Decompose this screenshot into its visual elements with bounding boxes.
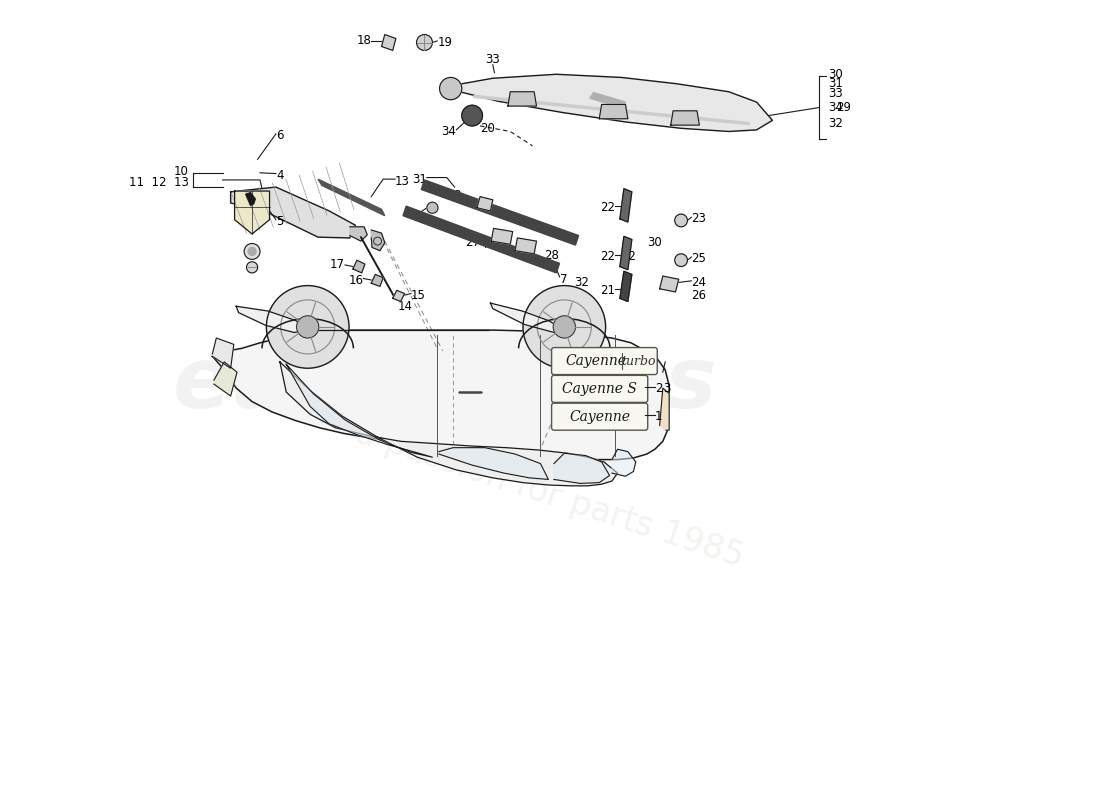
Text: 27: 27 — [465, 236, 480, 250]
Circle shape — [417, 34, 432, 50]
Polygon shape — [492, 229, 513, 244]
Text: 21: 21 — [601, 284, 615, 297]
Text: 9: 9 — [411, 209, 419, 222]
Text: 32: 32 — [828, 117, 843, 130]
Text: 34: 34 — [828, 101, 843, 114]
Text: Cayenne: Cayenne — [565, 354, 627, 368]
Text: 22: 22 — [601, 250, 615, 263]
Text: 30: 30 — [828, 68, 843, 81]
Text: 15: 15 — [411, 289, 426, 302]
Polygon shape — [491, 303, 564, 333]
Text: turbo: turbo — [621, 354, 656, 367]
Text: Cayenne: Cayenne — [569, 410, 630, 424]
Text: 16: 16 — [349, 274, 363, 286]
Circle shape — [440, 78, 462, 100]
Polygon shape — [508, 92, 537, 106]
Polygon shape — [353, 260, 365, 273]
FancyBboxPatch shape — [551, 403, 648, 430]
Text: 1: 1 — [654, 410, 662, 423]
Text: 11  12  13: 11 12 13 — [129, 176, 188, 189]
Text: 31: 31 — [412, 173, 427, 186]
Text: 24: 24 — [692, 276, 706, 289]
Text: 17: 17 — [330, 258, 345, 271]
Polygon shape — [439, 448, 549, 479]
Text: 25: 25 — [692, 252, 706, 265]
Text: 19: 19 — [437, 36, 452, 49]
Text: 10: 10 — [174, 165, 188, 178]
Text: 20: 20 — [480, 122, 495, 134]
Circle shape — [553, 316, 575, 338]
Polygon shape — [620, 236, 631, 270]
Polygon shape — [318, 179, 385, 216]
Polygon shape — [350, 227, 367, 241]
Polygon shape — [612, 450, 636, 476]
Polygon shape — [236, 306, 308, 333]
Polygon shape — [212, 338, 234, 368]
Circle shape — [297, 316, 319, 338]
Text: 8: 8 — [453, 189, 461, 202]
Text: 32: 32 — [574, 276, 589, 289]
Text: 18: 18 — [356, 34, 372, 47]
Text: 14: 14 — [397, 300, 412, 313]
Circle shape — [244, 243, 260, 259]
Text: 6: 6 — [276, 129, 284, 142]
Text: 7: 7 — [560, 273, 566, 286]
Polygon shape — [286, 364, 432, 457]
Polygon shape — [231, 187, 355, 238]
Text: 2: 2 — [654, 382, 662, 395]
Circle shape — [462, 106, 483, 126]
Polygon shape — [554, 454, 609, 483]
Circle shape — [266, 286, 349, 368]
Text: eurospares: eurospares — [173, 342, 717, 426]
Circle shape — [522, 286, 606, 368]
Polygon shape — [382, 34, 396, 50]
Text: 13: 13 — [395, 175, 410, 188]
Text: 32: 32 — [621, 250, 637, 263]
Circle shape — [246, 262, 257, 273]
Polygon shape — [213, 362, 236, 396]
Text: 33: 33 — [485, 54, 501, 66]
Polygon shape — [279, 362, 617, 486]
Text: 33: 33 — [828, 87, 843, 100]
Text: 23: 23 — [692, 212, 706, 226]
Polygon shape — [660, 388, 669, 430]
Text: 31: 31 — [828, 78, 843, 90]
Text: 26: 26 — [692, 289, 706, 302]
Polygon shape — [372, 274, 383, 286]
Polygon shape — [245, 193, 255, 206]
Polygon shape — [515, 238, 537, 254]
FancyBboxPatch shape — [551, 375, 648, 402]
Text: 34: 34 — [441, 125, 456, 138]
Polygon shape — [403, 206, 560, 273]
Polygon shape — [477, 197, 493, 211]
Polygon shape — [372, 230, 385, 250]
Circle shape — [427, 202, 438, 214]
Text: 3: 3 — [663, 382, 670, 395]
Polygon shape — [421, 180, 579, 245]
Text: 28: 28 — [543, 249, 559, 262]
Text: 22: 22 — [601, 202, 615, 214]
Polygon shape — [590, 93, 626, 108]
Circle shape — [674, 214, 688, 227]
Polygon shape — [620, 189, 631, 222]
Polygon shape — [212, 330, 669, 459]
Polygon shape — [393, 290, 405, 302]
Text: 5: 5 — [276, 214, 284, 228]
Polygon shape — [600, 105, 628, 118]
Text: 4: 4 — [276, 169, 284, 182]
Polygon shape — [620, 271, 631, 302]
Text: 30: 30 — [647, 236, 662, 250]
Text: a passion for parts 1985: a passion for parts 1985 — [352, 417, 748, 574]
Circle shape — [249, 247, 256, 255]
FancyBboxPatch shape — [551, 347, 658, 374]
Circle shape — [674, 254, 688, 266]
Polygon shape — [671, 111, 700, 125]
Polygon shape — [660, 276, 679, 292]
Text: 29: 29 — [836, 101, 851, 114]
Polygon shape — [234, 191, 270, 234]
Text: Cayenne S: Cayenne S — [562, 382, 637, 396]
Polygon shape — [447, 74, 772, 131]
